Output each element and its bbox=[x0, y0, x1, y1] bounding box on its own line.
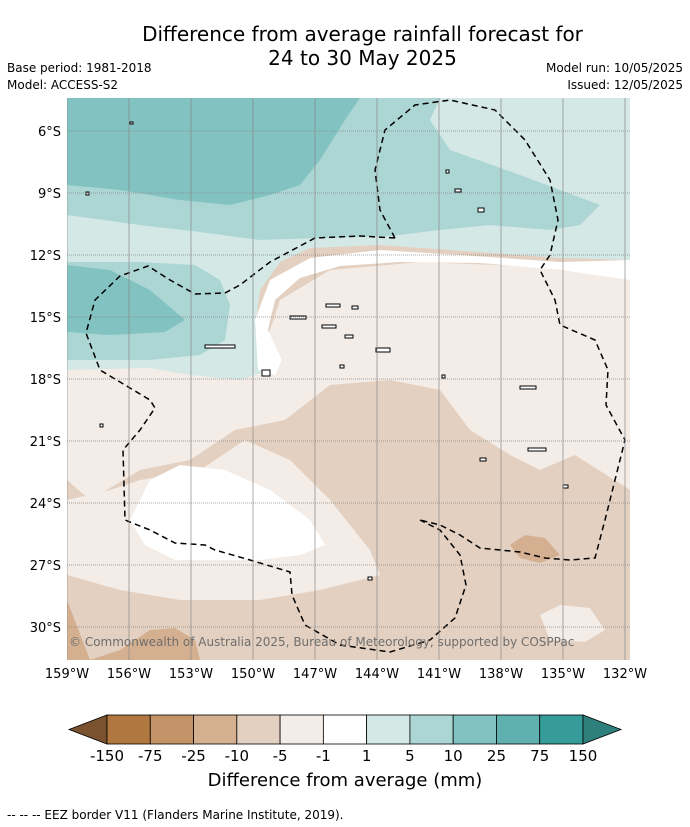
islands bbox=[85, 121, 569, 581]
colorbar-swatch bbox=[149, 714, 194, 745]
colorbar-swatch bbox=[539, 714, 584, 745]
island bbox=[261, 369, 271, 377]
colorbar-tick-label: 75 bbox=[530, 747, 549, 765]
colorbar-swatch bbox=[409, 714, 454, 745]
lon-label: 156°W bbox=[107, 667, 151, 682]
region-drier-south bbox=[67, 600, 200, 660]
colorbar-tick-label: 25 bbox=[487, 747, 506, 765]
island bbox=[375, 347, 391, 353]
lat-label: 15°S bbox=[30, 311, 61, 326]
lat-label: 18°S bbox=[30, 373, 61, 388]
lon-label: 153°W bbox=[169, 667, 213, 682]
issued-date: Issued: 12/05/2025 bbox=[567, 78, 683, 92]
island bbox=[129, 121, 134, 125]
colorbar-tick-label: -150 bbox=[90, 747, 124, 765]
lon-label: 132°W bbox=[603, 667, 647, 682]
colorbar-swatch bbox=[452, 714, 497, 745]
longitude-labels: 159°W 156°W 153°W 150°W 147°W 144°W 141°W 138°W… bbox=[45, 667, 647, 682]
colorbar-tick-label: 10 bbox=[444, 747, 463, 765]
lat-label: 27°S bbox=[30, 559, 61, 574]
island bbox=[562, 484, 569, 489]
latitude-labels: 6°S 9°S 12°S 15°S 18°S 21°S 24°S 27°S 30°S bbox=[30, 125, 61, 636]
eez-border-north bbox=[374, 99, 626, 561]
base-period: Base period: 1981-2018 bbox=[7, 61, 152, 75]
island bbox=[325, 303, 341, 308]
colorbar-tick-label: 5 bbox=[405, 747, 415, 765]
island bbox=[479, 457, 487, 462]
island bbox=[367, 576, 373, 581]
copyright-text: © Commonwealth of Australia 2025, Bureau… bbox=[69, 635, 574, 649]
meta-right: Model run: 10/05/2025 Issued: 12/05/2025 bbox=[546, 60, 683, 94]
island bbox=[99, 423, 104, 428]
lat-label: 12°S bbox=[30, 249, 61, 264]
island bbox=[445, 169, 450, 174]
island bbox=[339, 364, 345, 369]
lat-label: 24°S bbox=[30, 497, 61, 512]
lat-label: 9°S bbox=[38, 187, 61, 202]
region-wet-dark-west bbox=[67, 265, 185, 335]
region-wet-dark-nw bbox=[67, 98, 360, 205]
eez-border-west-loop bbox=[85, 235, 467, 653]
region-white-ne bbox=[255, 250, 630, 375]
colorbar-tick-label: -5 bbox=[273, 747, 288, 765]
island bbox=[204, 344, 236, 349]
colorbar-tick-label: -1 bbox=[316, 747, 331, 765]
colorbar-swatch bbox=[193, 714, 238, 745]
colorbar-swatch bbox=[366, 714, 411, 745]
colorbar-arrow-high bbox=[582, 714, 623, 745]
island bbox=[454, 188, 462, 193]
lat-label: 30°S bbox=[30, 621, 61, 636]
region-near-normal bbox=[130, 465, 325, 560]
island bbox=[344, 334, 354, 339]
colorbar-tick-label: -25 bbox=[181, 747, 206, 765]
colorbar-tick-label: 150 bbox=[569, 747, 598, 765]
region-drier-se bbox=[510, 535, 560, 563]
lon-label: 138°W bbox=[479, 667, 523, 682]
model-run: Model run: 10/05/2025 bbox=[545, 61, 683, 75]
lon-label: 141°W bbox=[417, 667, 461, 682]
colorbar-swatch bbox=[279, 714, 324, 745]
lon-label: 147°W bbox=[293, 667, 337, 682]
colorbar-swatch bbox=[236, 714, 281, 745]
lon-label: 150°W bbox=[231, 667, 275, 682]
map-title: Difference from average rainfall forecas… bbox=[0, 22, 690, 70]
colorbar-swatch bbox=[106, 714, 151, 745]
lat-label: 21°S bbox=[30, 435, 61, 450]
island bbox=[85, 191, 90, 196]
island bbox=[441, 374, 446, 379]
colorbar-tick-label: -10 bbox=[225, 747, 250, 765]
island bbox=[527, 447, 547, 452]
region-near-normal-se bbox=[540, 605, 605, 642]
colorbar-swatch bbox=[322, 714, 368, 745]
title-line-2: 24 to 30 May 2025 bbox=[268, 46, 457, 70]
map-plot-area: © Commonwealth of Australia 2025, Bureau… bbox=[67, 98, 630, 660]
model-name: Model: ACCESS-S2 bbox=[7, 78, 119, 92]
island bbox=[477, 207, 485, 213]
eez-footer-note: -- -- -- EEZ border V11 (Flanders Marine… bbox=[7, 808, 344, 822]
eez-borders bbox=[85, 99, 626, 653]
meta-left: Base period: 1981-2018 Model: ACCESS-S2 bbox=[7, 60, 152, 94]
island bbox=[351, 305, 359, 310]
gridlines bbox=[67, 98, 630, 660]
colorbar-tick-label: 1 bbox=[362, 747, 372, 765]
colorbar-arrow-low bbox=[67, 714, 108, 745]
colorbar-tick-label: -75 bbox=[138, 747, 163, 765]
island bbox=[289, 315, 307, 320]
lat-label: 6°S bbox=[38, 125, 61, 140]
region-slightly-dry-north bbox=[67, 262, 630, 500]
colorbar-label: Difference from average (mm) bbox=[207, 770, 483, 791]
title-line-1: Difference from average rainfall forecas… bbox=[142, 22, 583, 46]
island bbox=[519, 385, 537, 390]
lon-label: 159°W bbox=[45, 667, 89, 682]
colorbar: -150 -75 -25 -10 -5 -1 1 5 10 25 75 150 bbox=[67, 714, 623, 765]
colorbar-swatch bbox=[496, 714, 541, 745]
lon-label: 135°W bbox=[541, 667, 585, 682]
lon-label: 144°W bbox=[355, 667, 399, 682]
island bbox=[321, 324, 337, 329]
